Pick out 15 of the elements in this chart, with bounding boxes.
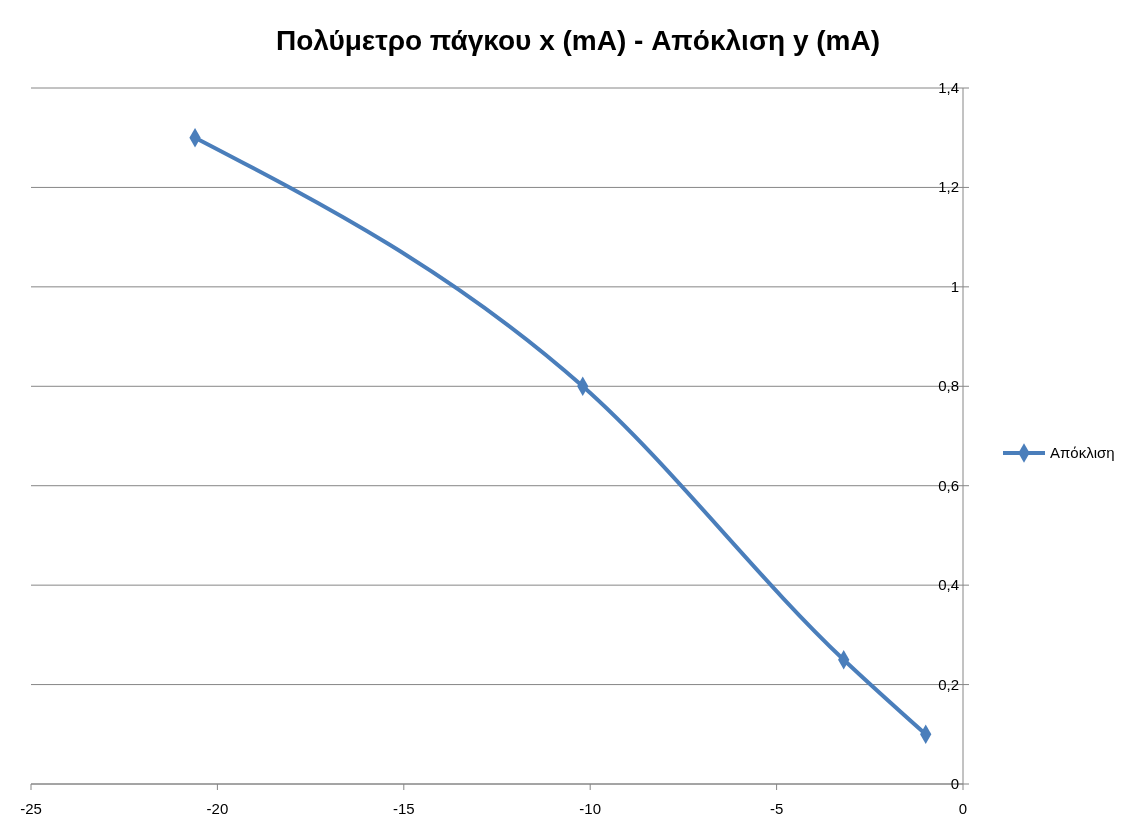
y-tick-label: 0,2: [938, 675, 959, 693]
y-tick-label: 1,4: [938, 79, 959, 96]
x-tick-label: -10: [579, 800, 602, 817]
y-tick-label: 1: [950, 277, 959, 295]
x-tick-label: -20: [206, 800, 229, 817]
x-tick-label: -25: [20, 800, 42, 817]
x-tick-label: -15: [392, 800, 415, 817]
y-tick-label: 1,2: [938, 178, 959, 196]
chart-title: Πολύμετρο πάγκου x (mA) - Απόκλιση y (mA): [275, 25, 881, 56]
y-tick-label: 0: [950, 775, 959, 792]
legend-label: Απόκλιση: [1050, 444, 1115, 461]
y-tick-label: 0,6: [938, 476, 959, 494]
x-tick-label: -5: [769, 800, 784, 817]
y-tick-label: 0,8: [938, 377, 959, 395]
y-tick-label: 0,4: [938, 576, 959, 594]
